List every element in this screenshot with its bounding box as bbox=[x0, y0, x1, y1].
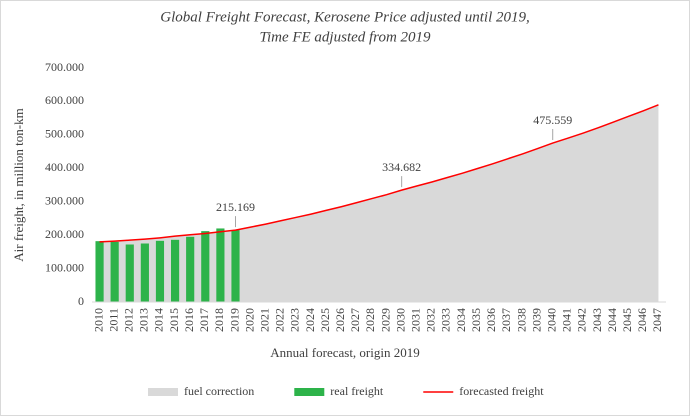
x-tick-label: 2044 bbox=[605, 308, 619, 332]
line bbox=[99, 104, 659, 243]
x-tick-label: 2037 bbox=[499, 308, 513, 332]
y-tick-label: 400.000 bbox=[45, 160, 84, 174]
x-tick-label: 2028 bbox=[363, 308, 377, 332]
x-tick-label: 2036 bbox=[484, 308, 498, 332]
x-tick-label: 2010 bbox=[91, 308, 105, 332]
x-tick-label: 2024 bbox=[303, 308, 317, 332]
x-tick-label: 2030 bbox=[393, 308, 407, 332]
bar bbox=[231, 230, 240, 302]
bar bbox=[201, 231, 210, 302]
chart-title: Global Freight Forecast, Kerosene Price … bbox=[160, 9, 530, 25]
data-label: 475.559 bbox=[533, 113, 572, 127]
x-tick-label: 2011 bbox=[106, 308, 120, 332]
y-tick-label: 300.000 bbox=[45, 193, 84, 207]
x-axis-title: Annual forecast, origin 2019 bbox=[270, 345, 419, 360]
x-tick-label: 2029 bbox=[378, 308, 392, 332]
bar bbox=[171, 239, 180, 302]
legend-label: fuel correction bbox=[184, 384, 254, 398]
x-tick-label: 2025 bbox=[318, 308, 332, 332]
x-tick-label: 2041 bbox=[560, 308, 574, 332]
y-tick-label: 100.000 bbox=[45, 260, 84, 274]
y-tick-label: 600.000 bbox=[45, 93, 84, 107]
x-tick-label: 2043 bbox=[590, 308, 604, 332]
legend-swatch bbox=[294, 388, 325, 396]
chart-title: Time FE adjusted from 2019 bbox=[259, 29, 431, 45]
bar bbox=[95, 241, 104, 302]
legend-swatch bbox=[148, 388, 178, 396]
x-tick-label: 2045 bbox=[620, 308, 634, 332]
x-tick-label: 2033 bbox=[439, 308, 453, 332]
x-tick-label: 2023 bbox=[288, 308, 302, 332]
y-tick-label: 0 bbox=[78, 294, 84, 308]
x-tick-label: 2017 bbox=[197, 308, 211, 332]
x-tick-label: 2039 bbox=[529, 308, 543, 332]
x-tick-label: 2038 bbox=[514, 308, 528, 332]
x-tick-label: 2019 bbox=[227, 308, 241, 332]
x-tick-label: 2040 bbox=[544, 308, 558, 332]
bar bbox=[140, 243, 149, 302]
x-tick-label: 2015 bbox=[167, 308, 181, 332]
x-tick-label: 2021 bbox=[257, 308, 271, 332]
bar bbox=[155, 240, 165, 302]
y-tick-label: 500.000 bbox=[45, 127, 84, 141]
x-tick-label: 2035 bbox=[469, 308, 483, 332]
x-tick-label: 2042 bbox=[575, 308, 589, 332]
legend-label: forecasted freight bbox=[459, 384, 544, 398]
x-tick-label: 2046 bbox=[635, 308, 649, 332]
x-tick-label: 2022 bbox=[273, 308, 287, 332]
x-tick-label: 2018 bbox=[212, 308, 226, 332]
x-tick-label: 2027 bbox=[348, 308, 362, 332]
x-tick-label: 2032 bbox=[424, 308, 438, 332]
x-tick-label: 2026 bbox=[333, 308, 347, 332]
data-label: 334.682 bbox=[382, 160, 421, 174]
x-tick-label: 2013 bbox=[137, 308, 151, 332]
y-tick-label: 200.000 bbox=[45, 227, 84, 241]
x-tick-label: 2047 bbox=[650, 308, 664, 332]
x-tick-label: 2031 bbox=[409, 308, 423, 332]
x-tick-label: 2012 bbox=[122, 308, 136, 332]
x-tick-label: 2034 bbox=[454, 308, 468, 332]
bar bbox=[216, 228, 225, 302]
y-tick-label: 700.000 bbox=[45, 60, 84, 74]
y-axis-title: Air freight, in million ton-km bbox=[11, 108, 26, 261]
bar bbox=[186, 236, 195, 302]
x-tick-label: 2014 bbox=[152, 308, 166, 332]
x-tick-label: 2020 bbox=[242, 308, 256, 332]
bar bbox=[110, 241, 119, 302]
bar bbox=[125, 244, 134, 302]
x-tick-label: 2016 bbox=[182, 308, 196, 332]
legend-label: real freight bbox=[330, 384, 384, 398]
data-label: 215.169 bbox=[216, 200, 255, 214]
